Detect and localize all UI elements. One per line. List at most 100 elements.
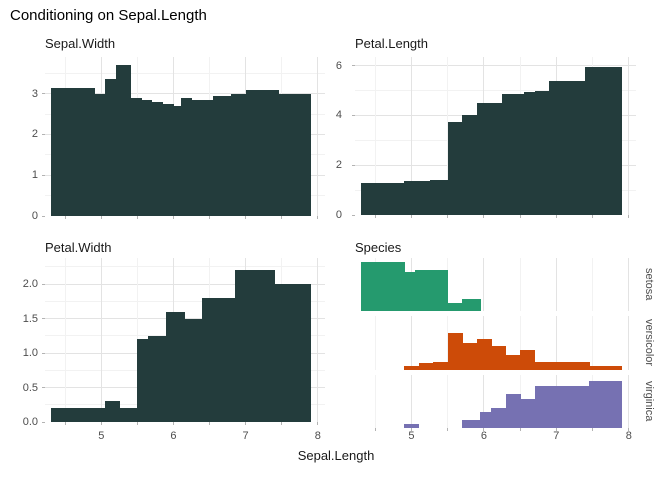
axis-tick-x xyxy=(281,216,283,219)
histogram-bar xyxy=(166,311,185,422)
histogram-bar xyxy=(151,101,164,216)
histogram-bar xyxy=(162,103,175,216)
panel-title-petal-width: Petal.Width xyxy=(45,240,112,255)
histogram-bar xyxy=(505,393,521,428)
y-tick-label: 0.5 xyxy=(22,381,38,394)
histogram-bar xyxy=(491,346,507,370)
y-tick-label: 2 xyxy=(335,159,342,172)
axis-tick-x xyxy=(317,422,319,425)
histogram-bar xyxy=(234,270,276,422)
axis-tick-y xyxy=(42,283,45,285)
histogram-bar xyxy=(585,66,623,215)
y-tick-label: 2.0 xyxy=(22,278,38,291)
axis-tick-x xyxy=(592,215,594,218)
axis-tick-x xyxy=(410,428,412,431)
histogram-bar xyxy=(447,333,463,370)
gridline-y-major xyxy=(45,283,325,285)
histogram-bar xyxy=(462,420,481,428)
histogram-bar xyxy=(491,407,507,428)
gridline-x-major xyxy=(317,57,319,216)
gridline-x-minor xyxy=(592,316,594,370)
histogram-bar xyxy=(505,355,521,370)
histogram-bar xyxy=(588,381,623,428)
histogram-bar xyxy=(104,401,120,422)
gridline-y-major xyxy=(45,93,325,95)
axis-tick-x xyxy=(628,428,630,431)
facet-strip-label: virginica xyxy=(643,381,655,422)
axis-tick-x xyxy=(136,216,138,219)
axis-tick-x xyxy=(519,215,521,218)
x-tick-label: 8 xyxy=(625,430,632,442)
axis-tick-x xyxy=(245,216,247,219)
axis-tick-x xyxy=(281,422,283,425)
axis-tick-x xyxy=(100,216,102,219)
panel-title-petal-length: Petal.Length xyxy=(355,36,429,51)
histogram-bar xyxy=(140,99,153,216)
gridline-y-minor xyxy=(45,72,325,74)
histogram-bar xyxy=(360,182,405,215)
x-tick-label: 8 xyxy=(314,430,321,442)
y-tick-label: 0.0 xyxy=(22,416,38,428)
y-tick-label: 2 xyxy=(31,128,38,141)
axis-tick-x xyxy=(410,215,412,218)
histogram-bar xyxy=(588,365,623,370)
gridline-y-minor xyxy=(355,90,636,92)
gridline-x-minor xyxy=(519,258,521,311)
gridline-x-major xyxy=(628,258,630,311)
histogram-bar xyxy=(429,180,449,215)
facet-strip-label: setosa xyxy=(643,268,655,301)
axis-tick-y xyxy=(352,114,355,116)
histogram-bar xyxy=(534,362,590,370)
axis-tick-x xyxy=(100,422,102,425)
y-tick-label: 6 xyxy=(335,59,342,72)
axis-tick-y xyxy=(42,352,45,354)
histogram-bar xyxy=(191,99,214,216)
axis-tick-x xyxy=(374,215,376,218)
axis-tick-x xyxy=(483,428,485,431)
histogram-bar xyxy=(104,79,117,216)
histogram-bar xyxy=(462,343,478,370)
gridline-y-major xyxy=(45,318,325,320)
y-tick-label: 1.5 xyxy=(22,312,38,325)
axis-tick-x xyxy=(374,428,376,431)
histogram-bar xyxy=(462,115,478,215)
axis-tick-y xyxy=(352,214,355,216)
axis-tick-x xyxy=(245,422,247,425)
histogram-bar xyxy=(245,90,279,216)
histogram-bar xyxy=(404,424,420,428)
histogram-bar xyxy=(447,302,463,311)
panel-sepal-width xyxy=(45,57,325,216)
axis-tick-y xyxy=(42,93,45,95)
gridline-x-major xyxy=(317,258,319,422)
axis-tick-x xyxy=(64,216,66,219)
histogram-bar xyxy=(404,365,420,370)
x-tick-label: 6 xyxy=(170,430,177,442)
histogram-bar xyxy=(520,398,536,428)
x-tick-label: 7 xyxy=(553,430,560,442)
histogram-bar xyxy=(404,181,431,215)
histogram-bar xyxy=(94,93,106,216)
histogram-bar xyxy=(148,335,167,422)
panel-petal-width xyxy=(45,258,325,422)
axis-tick-y xyxy=(42,421,45,423)
histogram-bar xyxy=(418,362,434,370)
histogram-bar xyxy=(476,103,503,215)
x-axis-title: Sepal.Length xyxy=(297,448,375,463)
histogram-bar xyxy=(520,350,536,370)
panel-title-sepal-width: Sepal.Width xyxy=(45,36,116,51)
panel-species-versicolor-strip xyxy=(355,316,636,370)
axis-tick-x xyxy=(136,422,138,425)
gridline-y-minor xyxy=(45,300,325,302)
gridline-x-major xyxy=(555,258,557,311)
histogram-bar xyxy=(231,93,247,216)
gridline-x-major xyxy=(483,375,485,428)
axis-tick-x xyxy=(64,422,66,425)
histogram-bar xyxy=(50,87,95,216)
axis-tick-y xyxy=(42,215,45,217)
axis-tick-x xyxy=(592,428,594,431)
gridline-y-minor xyxy=(45,266,325,268)
gridline-x-minor xyxy=(374,57,376,215)
axis-tick-y xyxy=(352,164,355,166)
gridline-y-major xyxy=(355,65,636,67)
